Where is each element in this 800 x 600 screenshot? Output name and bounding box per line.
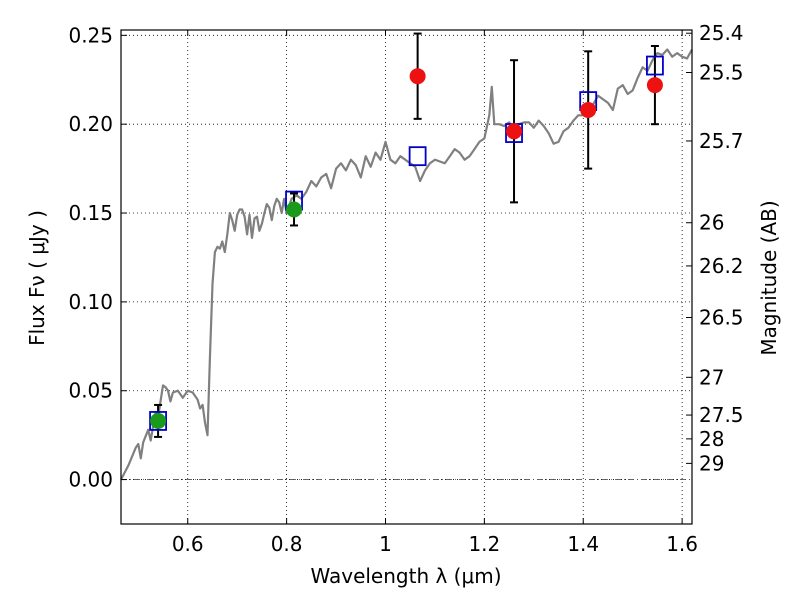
observed-point <box>150 412 167 429</box>
y-axis-label: Flux Fν ( μJy ) <box>25 210 49 346</box>
y-tick-label: 0.00 <box>68 468 113 492</box>
x-tick-label: 1.6 <box>666 532 698 556</box>
grid <box>121 30 692 524</box>
y-tick-label: 0.20 <box>68 112 113 136</box>
mag-tick-label: 27.5 <box>699 403 744 427</box>
spectrum-layer <box>120 48 693 481</box>
spectrum-line <box>120 48 693 481</box>
tick-layer: 0.6 0.8 1 1.2 1.4 1.6 0.00 0.05 0.10 0.15 0.20 0.25… <box>68 21 743 556</box>
model-square-point <box>646 55 664 76</box>
y-tick-label: 0.15 <box>68 201 113 225</box>
marker-layer <box>149 55 664 431</box>
mag-tick-label: 26.2 <box>699 254 744 278</box>
observed-point <box>646 77 663 94</box>
x-tick-label: 1.4 <box>567 532 599 556</box>
model-square-point <box>408 146 427 167</box>
y2-axis-label: Magnitude (AB) <box>757 200 781 355</box>
x-tick-label: 1.2 <box>468 532 500 556</box>
mag-tick-label: 26 <box>699 211 724 235</box>
mag-tick-label: 25.4 <box>699 21 744 45</box>
mag-tick-label: 29 <box>699 451 724 475</box>
mag-tick-label: 25.7 <box>699 129 744 153</box>
x-tick-label: 0.6 <box>172 532 204 556</box>
observed-point <box>580 101 597 118</box>
y-tick-label: 0.10 <box>68 290 113 314</box>
observed-point <box>409 68 426 85</box>
observed-point <box>506 123 523 140</box>
observed-point <box>286 201 303 218</box>
plot-frame <box>120 29 693 525</box>
y-tick-label: 0.25 <box>68 23 113 47</box>
x-tick-label: 0.8 <box>271 532 303 556</box>
y-tick-label: 0.05 <box>68 379 113 403</box>
x-tick-label: 1 <box>379 532 392 556</box>
x-axis-label: Wavelength λ (μm) <box>310 564 501 588</box>
mag-tick-label: 27 <box>699 365 724 389</box>
mag-tick-label: 28 <box>699 427 724 451</box>
mag-tick-label: 25.5 <box>699 60 744 84</box>
mag-tick-label: 26.5 <box>699 306 744 330</box>
